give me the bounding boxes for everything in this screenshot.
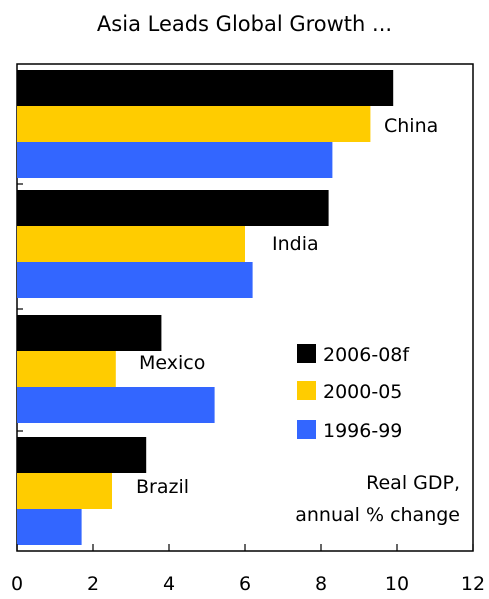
- bar-brazil-2006-08f: [17, 437, 147, 473]
- bar-brazil-1996-99: [17, 509, 82, 545]
- x-tick-label: 0: [11, 573, 23, 595]
- x-tick-label: 6: [239, 573, 251, 595]
- bar-mexico-2006-08f: [17, 315, 162, 351]
- bar-brazil-2000-05: [17, 473, 112, 509]
- legend-label-2006-08f: 2006-08f: [323, 344, 410, 366]
- x-tick-label: 12: [461, 573, 485, 595]
- legend-swatch-1996-99: [297, 420, 316, 439]
- chart-note-line: annual % change: [295, 504, 460, 526]
- x-tick-label: 4: [163, 573, 175, 595]
- bar-india-2006-08f: [17, 190, 329, 226]
- bar-china-2000-05: [17, 106, 371, 142]
- bar-china-2006-08f: [17, 70, 394, 106]
- bar-china-1996-99: [17, 142, 333, 178]
- x-tick-label: 10: [385, 573, 409, 595]
- chart-title: Asia Leads Global Growth ...: [96, 12, 393, 36]
- category-label-china: China: [384, 115, 438, 137]
- legend-swatch-2006-08f: [297, 344, 316, 363]
- category-label-india: India: [272, 233, 319, 255]
- legend-swatch-2000-05: [297, 381, 316, 400]
- category-label-mexico: Mexico: [139, 352, 205, 374]
- bar-mexico-1996-99: [17, 387, 215, 423]
- legend-label-2000-05: 2000-05: [323, 381, 402, 403]
- bar-mexico-2000-05: [17, 351, 116, 387]
- bar-india-1996-99: [17, 262, 253, 298]
- bar-india-2000-05: [17, 226, 245, 262]
- chart-note-line: Real GDP,: [366, 472, 460, 494]
- legend-label-1996-99: 1996-99: [323, 420, 402, 442]
- category-label-brazil: Brazil: [136, 476, 189, 498]
- x-tick-label: 8: [315, 573, 327, 595]
- x-tick-label: 2: [87, 573, 99, 595]
